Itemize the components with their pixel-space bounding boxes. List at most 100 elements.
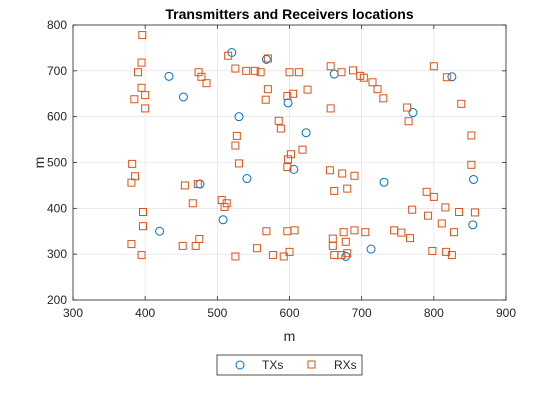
rx-point [457,99,466,108]
rx-point [437,219,446,228]
rx-point [276,124,285,133]
rx-point [429,192,438,201]
rx-point [139,208,148,216]
rx-point [359,73,368,82]
rx-point [231,141,240,150]
rx-point [422,187,431,196]
legend-marker-rxs [307,360,316,369]
x-tick-label: 500 [207,306,227,320]
y-tick-label: 600 [47,110,67,124]
rx-point [441,203,450,212]
rx-point [141,104,150,113]
axis-ticks: 300 400 500 600 700 800 9002003004005006007008… [47,18,516,320]
y-tick-label: 800 [47,18,67,32]
y-tick-label: 400 [47,201,67,215]
rx-point [428,246,437,255]
rx-point [133,68,142,77]
rx-point [127,178,136,187]
rx-point [467,131,476,140]
rx-point [350,226,359,235]
rx-point [193,180,202,189]
rx-point [429,62,438,71]
rx-point [137,251,146,260]
tx-point [408,108,418,118]
rx-point [250,66,259,75]
rx-point [330,186,339,195]
y-tick-label: 700 [47,64,67,78]
rx-point [263,85,272,94]
rx-point [284,155,293,164]
rx-point [294,68,303,77]
tx-point [447,72,457,82]
tx-point [234,112,244,122]
rx-point [467,160,476,169]
y-tick-label: 500 [47,156,67,170]
rx-point [403,103,412,112]
rx-point [139,222,148,231]
rx-point [290,226,299,235]
legend-label-rxs: RXs [334,358,357,372]
rx-point [303,85,312,94]
rx-point [326,104,335,113]
rx-point [337,251,346,260]
rx-point [397,228,406,237]
rx-point [222,199,231,208]
rx-point [224,51,233,60]
rx-point [141,91,150,100]
tx-point [469,174,479,184]
rx-point [442,73,451,82]
rx-point [447,251,456,260]
rx-point [242,66,251,75]
data-points [127,31,479,261]
x-tick-label: 700 [352,306,372,320]
tx-point [283,98,293,108]
rx-point [283,163,292,172]
rx-point [283,92,292,101]
y-tick-label: 200 [47,293,67,307]
tx-point [379,177,389,187]
rx-point [279,252,288,261]
rx-point [379,94,388,103]
rx-point [253,244,262,253]
rx-point [231,252,240,261]
legend-label-txs: TXs [262,358,283,372]
rx-point [408,205,417,214]
rx-point [268,251,277,260]
rx-point [188,199,197,208]
rx-point [450,228,459,237]
rx-point [178,241,187,250]
rx-point [339,228,348,237]
rx-point [256,68,265,77]
rx-point [343,249,352,258]
rx-point [337,68,346,77]
rx-point [338,169,347,178]
legend-marker-txs [235,360,245,370]
rx-point [231,64,240,73]
tx-point [178,92,188,102]
rx-point [127,240,136,249]
rx-point [285,247,294,256]
rx-point [130,95,139,104]
rx-point [285,68,294,77]
rx-point [326,62,335,71]
chart-title: Transmitters and Receivers locations [165,6,413,22]
rx-point [289,89,298,98]
x-axis-label: m [284,328,296,344]
rx-point [232,131,241,140]
tx-point [468,220,478,230]
rx-point [261,95,270,104]
rx-point [349,66,358,75]
series-rxs [127,31,479,261]
rx-point [197,72,206,81]
rx-point [137,58,146,67]
rx-point [406,234,415,243]
rx-point [328,241,337,250]
x-tick-label: 900 [496,306,516,320]
series-txs [155,48,479,261]
rx-point [138,31,147,40]
rx-point [455,208,464,216]
y-tick-label: 300 [47,247,67,261]
rx-point [368,78,377,87]
rx-point [195,235,204,244]
